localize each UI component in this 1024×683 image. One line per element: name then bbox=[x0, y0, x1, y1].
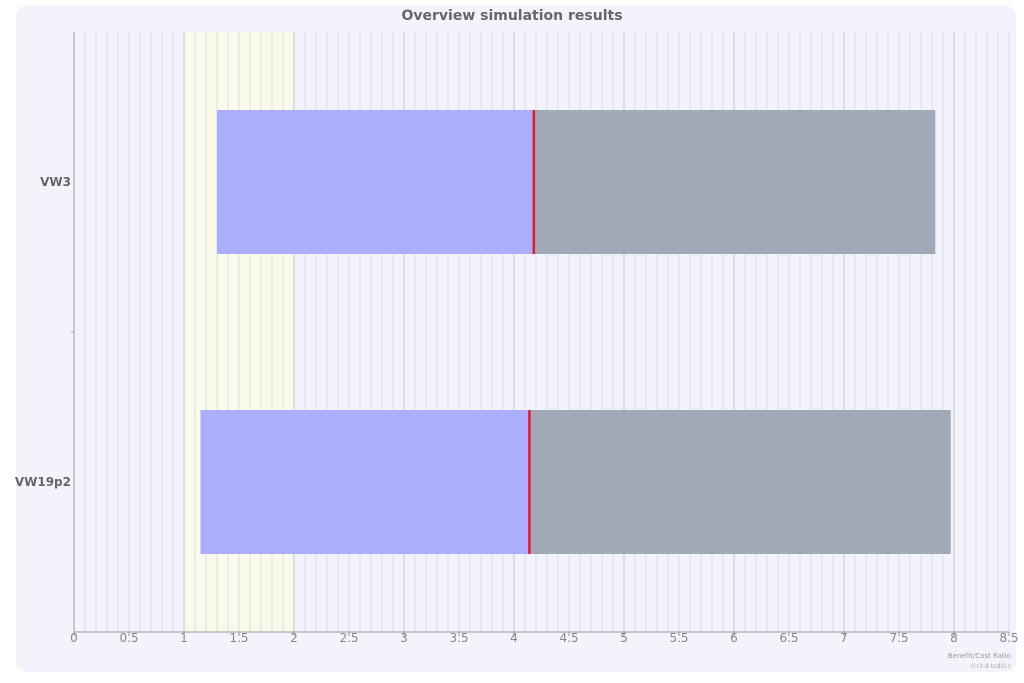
chart-footnote: ri:r1.8 tcdi0.c bbox=[971, 663, 1011, 670]
x-tick-label: 6.5 bbox=[779, 631, 798, 645]
x-tick-label: 3.5 bbox=[449, 631, 468, 645]
x-tick-label: 3 bbox=[400, 631, 408, 645]
category-label: VW19p2 bbox=[15, 475, 71, 489]
x-tick-label: 2.5 bbox=[339, 631, 358, 645]
x-tick-label: 5.5 bbox=[669, 631, 688, 645]
x-tick-label: 4 bbox=[510, 631, 518, 645]
x-tick-label: 2 bbox=[290, 631, 298, 645]
bar-upper-segment bbox=[529, 410, 951, 554]
x-tick-label: 1 bbox=[180, 631, 188, 645]
category-label: VW3 bbox=[40, 175, 71, 189]
bar-upper-segment bbox=[533, 110, 936, 254]
x-tick-label: 8 bbox=[950, 631, 958, 645]
x-tick-label: 6 bbox=[730, 631, 738, 645]
x-tick-label: 5 bbox=[620, 631, 628, 645]
x-axis-label: Benefit/Cost Ratio bbox=[948, 652, 1011, 660]
x-tick-label: 0 bbox=[70, 631, 78, 645]
x-tick-label: 8.5 bbox=[999, 631, 1018, 645]
x-tick-label: 0.5 bbox=[119, 631, 138, 645]
bar-lower-segment bbox=[217, 110, 534, 254]
x-tick-label: 7 bbox=[840, 631, 848, 645]
bar-lower-segment bbox=[200, 410, 530, 554]
x-tick-label: 7.5 bbox=[889, 631, 908, 645]
x-tick-label: 4.5 bbox=[559, 631, 578, 645]
chart-title: Overview simulation results bbox=[401, 8, 623, 24]
x-tick-label: 1.5 bbox=[229, 631, 248, 645]
